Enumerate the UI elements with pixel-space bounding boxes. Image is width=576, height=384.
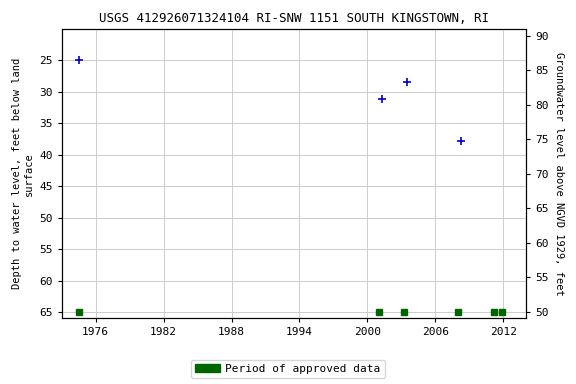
Title: USGS 412926071324104 RI-SNW 1151 SOUTH KINGSTOWN, RI: USGS 412926071324104 RI-SNW 1151 SOUTH K…: [99, 12, 489, 25]
Y-axis label: Depth to water level, feet below land
surface: Depth to water level, feet below land su…: [12, 58, 33, 289]
Legend: Period of approved data: Period of approved data: [191, 359, 385, 379]
Y-axis label: Groundwater level above NGVD 1929, feet: Groundwater level above NGVD 1929, feet: [554, 52, 564, 296]
